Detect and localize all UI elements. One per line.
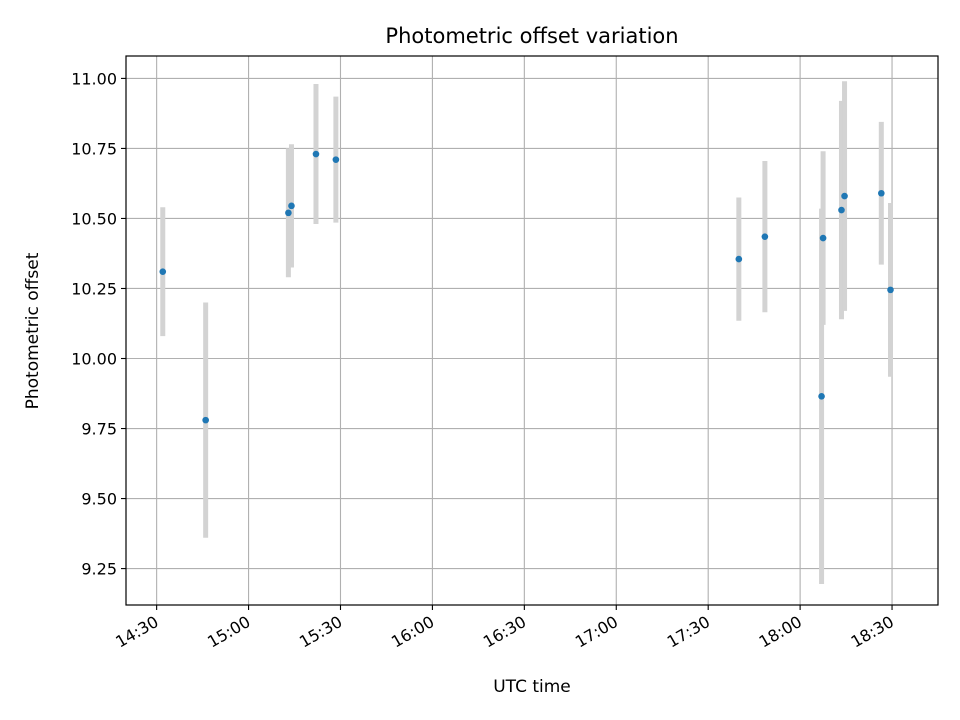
- y-tick-label: 11.00: [71, 69, 117, 88]
- y-tick-label: 9.50: [81, 490, 117, 509]
- y-tick-label: 10.75: [71, 139, 117, 158]
- point-layer: [159, 150, 894, 424]
- y-tick-label: 10.00: [71, 350, 117, 369]
- data-point: [878, 189, 885, 197]
- chart-title: Photometric offset variation: [385, 24, 678, 48]
- y-tick-label: 9.75: [81, 420, 117, 439]
- grid-layer: [126, 56, 938, 605]
- data-point: [285, 209, 292, 217]
- x-axis-title: UTC time: [493, 677, 571, 697]
- y-tick-label: 9.25: [81, 560, 117, 579]
- y-axis: 9.25 9.50 9.75 10.00 10.25 10.50 10.75 11.00: [71, 69, 126, 579]
- data-point: [818, 393, 825, 400]
- data-point: [312, 150, 320, 158]
- data-point: [159, 268, 167, 275]
- data-point: [332, 156, 340, 163]
- data-point: [202, 416, 209, 424]
- y-tick-label: 10.50: [71, 209, 117, 228]
- data-point: [887, 286, 894, 294]
- data-point: [288, 202, 295, 210]
- data-point: [819, 234, 827, 242]
- y-axis-title: Photometric offset: [23, 252, 43, 409]
- data-point: [761, 233, 769, 240]
- data-point: [841, 192, 848, 200]
- plot-frame: [125, 55, 939, 606]
- data-point: [838, 206, 845, 214]
- data-point: [735, 255, 743, 263]
- y-tick-label: 10.25: [71, 279, 117, 298]
